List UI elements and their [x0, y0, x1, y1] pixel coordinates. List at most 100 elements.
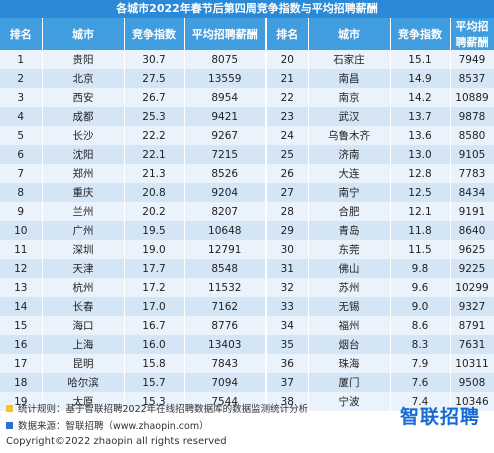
- table-row: 17 昆明 15.8 7843 36 珠海 7.9 10311: [0, 354, 494, 373]
- index-cell: 12.5: [390, 183, 451, 202]
- rank-cell: 15: [0, 316, 43, 335]
- rank-cell: 34: [266, 316, 309, 335]
- salary-cell: 8526: [184, 164, 267, 183]
- city-cell: 厦门: [308, 373, 391, 392]
- table-row: 12 天津 17.7 8548 31 佛山 9.8 9225: [0, 259, 494, 278]
- rank-cell: 9: [0, 202, 43, 221]
- yellow-square-icon: [6, 404, 13, 412]
- city-cell: 珠海: [308, 354, 391, 373]
- salary-cell: 10889: [450, 88, 494, 107]
- index-cell: 17.2: [124, 278, 185, 297]
- salary-cell: 8954: [184, 88, 267, 107]
- index-cell: 25.3: [124, 107, 185, 126]
- index-cell: 15.1: [390, 50, 451, 69]
- salary-cell: 8548: [184, 259, 267, 278]
- header-rank: 排名: [266, 18, 309, 50]
- city-cell: 北京: [42, 69, 125, 88]
- header-avg-salary: 平均招聘薪酬: [184, 18, 267, 50]
- index-cell: 17.0: [124, 297, 185, 316]
- rank-cell: 26: [266, 164, 309, 183]
- city-cell: 重庆: [42, 183, 125, 202]
- index-cell: 14.9: [390, 69, 451, 88]
- city-cell: 海口: [42, 316, 125, 335]
- salary-cell: 8580: [450, 126, 494, 145]
- index-cell: 26.7: [124, 88, 185, 107]
- index-cell: 13.0: [390, 145, 451, 164]
- index-cell: 17.7: [124, 259, 185, 278]
- city-cell: 杭州: [42, 278, 125, 297]
- salary-cell: 13559: [184, 69, 267, 88]
- index-cell: 22.1: [124, 145, 185, 164]
- city-cell: 南宁: [308, 183, 391, 202]
- index-cell: 13.6: [390, 126, 451, 145]
- rank-cell: 7: [0, 164, 43, 183]
- index-cell: 8.3: [390, 335, 451, 354]
- city-cell: 成都: [42, 107, 125, 126]
- source-note: 数据来源：智联招聘（www.zhaopin.com）: [6, 418, 209, 432]
- salary-cell: 8537: [450, 69, 494, 88]
- table-row: 1 贵阳 30.7 8075 20 石家庄 15.1 7949: [0, 50, 494, 69]
- rank-cell: 32: [266, 278, 309, 297]
- index-cell: 15.7: [124, 373, 185, 392]
- index-cell: 7.4: [390, 392, 451, 411]
- rank-cell: 33: [266, 297, 309, 316]
- city-cell: 武汉: [308, 107, 391, 126]
- index-cell: 11.8: [390, 221, 451, 240]
- blue-square-icon: [6, 421, 13, 429]
- city-cell: 太原: [42, 392, 125, 411]
- rank-cell: 11: [0, 240, 43, 259]
- copyright: Copyright©2022 zhaopin all rights reserv…: [6, 436, 227, 447]
- rank-cell: 37: [266, 373, 309, 392]
- index-cell: 21.3: [124, 164, 185, 183]
- table-row: 8 重庆 20.8 9204 27 南宁 12.5 8434: [0, 183, 494, 202]
- rank-cell: 10: [0, 221, 43, 240]
- salary-cell: 9421: [184, 107, 267, 126]
- table-row: 6 沈阳 22.1 7215 25 济南 13.0 9105: [0, 145, 494, 164]
- rank-cell: 27: [266, 183, 309, 202]
- salary-cell: 9191: [450, 202, 494, 221]
- rank-cell: 16: [0, 335, 43, 354]
- city-cell: 福州: [308, 316, 391, 335]
- header-avg-salary: 平均招聘薪酬: [450, 18, 494, 50]
- index-cell: 15.8: [124, 354, 185, 373]
- city-cell: 兰州: [42, 202, 125, 221]
- table-row: 18 哈尔滨 15.7 7094 37 厦门 7.6 9508: [0, 373, 494, 392]
- city-cell: 长春: [42, 297, 125, 316]
- salary-cell: 7949: [450, 50, 494, 69]
- salary-cell: 9225: [450, 259, 494, 278]
- rank-cell: 25: [266, 145, 309, 164]
- stat-rule-text: 统计规则：基于智联招聘2022年在线招聘数据库的数据监测统计分析: [18, 404, 309, 415]
- city-cell: 长沙: [42, 126, 125, 145]
- city-cell: 南京: [308, 88, 391, 107]
- rank-cell: 5: [0, 126, 43, 145]
- index-cell: 14.2: [390, 88, 451, 107]
- table-row: 10 广州 19.5 10648 29 青岛 11.8 8640: [0, 221, 494, 240]
- rank-cell: 13: [0, 278, 43, 297]
- city-cell: 青岛: [308, 221, 391, 240]
- city-cell: 广州: [42, 221, 125, 240]
- index-cell: 7.9: [390, 354, 451, 373]
- rank-cell: 12: [0, 259, 43, 278]
- city-cell: 东莞: [308, 240, 391, 259]
- table-row: 2 北京 27.5 13559 21 南昌 14.9 8537: [0, 69, 494, 88]
- salary-cell: 7094: [184, 373, 267, 392]
- index-cell: 16.0: [124, 335, 185, 354]
- source-text: 数据来源：智联招聘（www.zhaopin.com）: [18, 421, 209, 432]
- rank-cell: 38: [266, 392, 309, 411]
- index-cell: 12.8: [390, 164, 451, 183]
- city-cell: 南昌: [308, 69, 391, 88]
- header-competition-index: 竞争指数: [390, 18, 451, 50]
- stat-rule-note: 统计规则：基于智联招聘2022年在线招聘数据库的数据监测统计分析: [6, 401, 308, 415]
- salary-cell: 9327: [450, 297, 494, 316]
- salary-cell: 8640: [450, 221, 494, 240]
- city-cell: 济南: [308, 145, 391, 164]
- city-cell: 大连: [308, 164, 391, 183]
- page-title: 各城市2022年春节后第四周竞争指数与平均招聘薪酬: [0, 0, 494, 18]
- rank-cell: 29: [266, 221, 309, 240]
- salary-cell: 7783: [450, 164, 494, 183]
- salary-cell: 9508: [450, 373, 494, 392]
- salary-cell: 7162: [184, 297, 267, 316]
- salary-cell: 12791: [184, 240, 267, 259]
- index-cell: 15.3: [124, 392, 185, 411]
- city-cell: 苏州: [308, 278, 391, 297]
